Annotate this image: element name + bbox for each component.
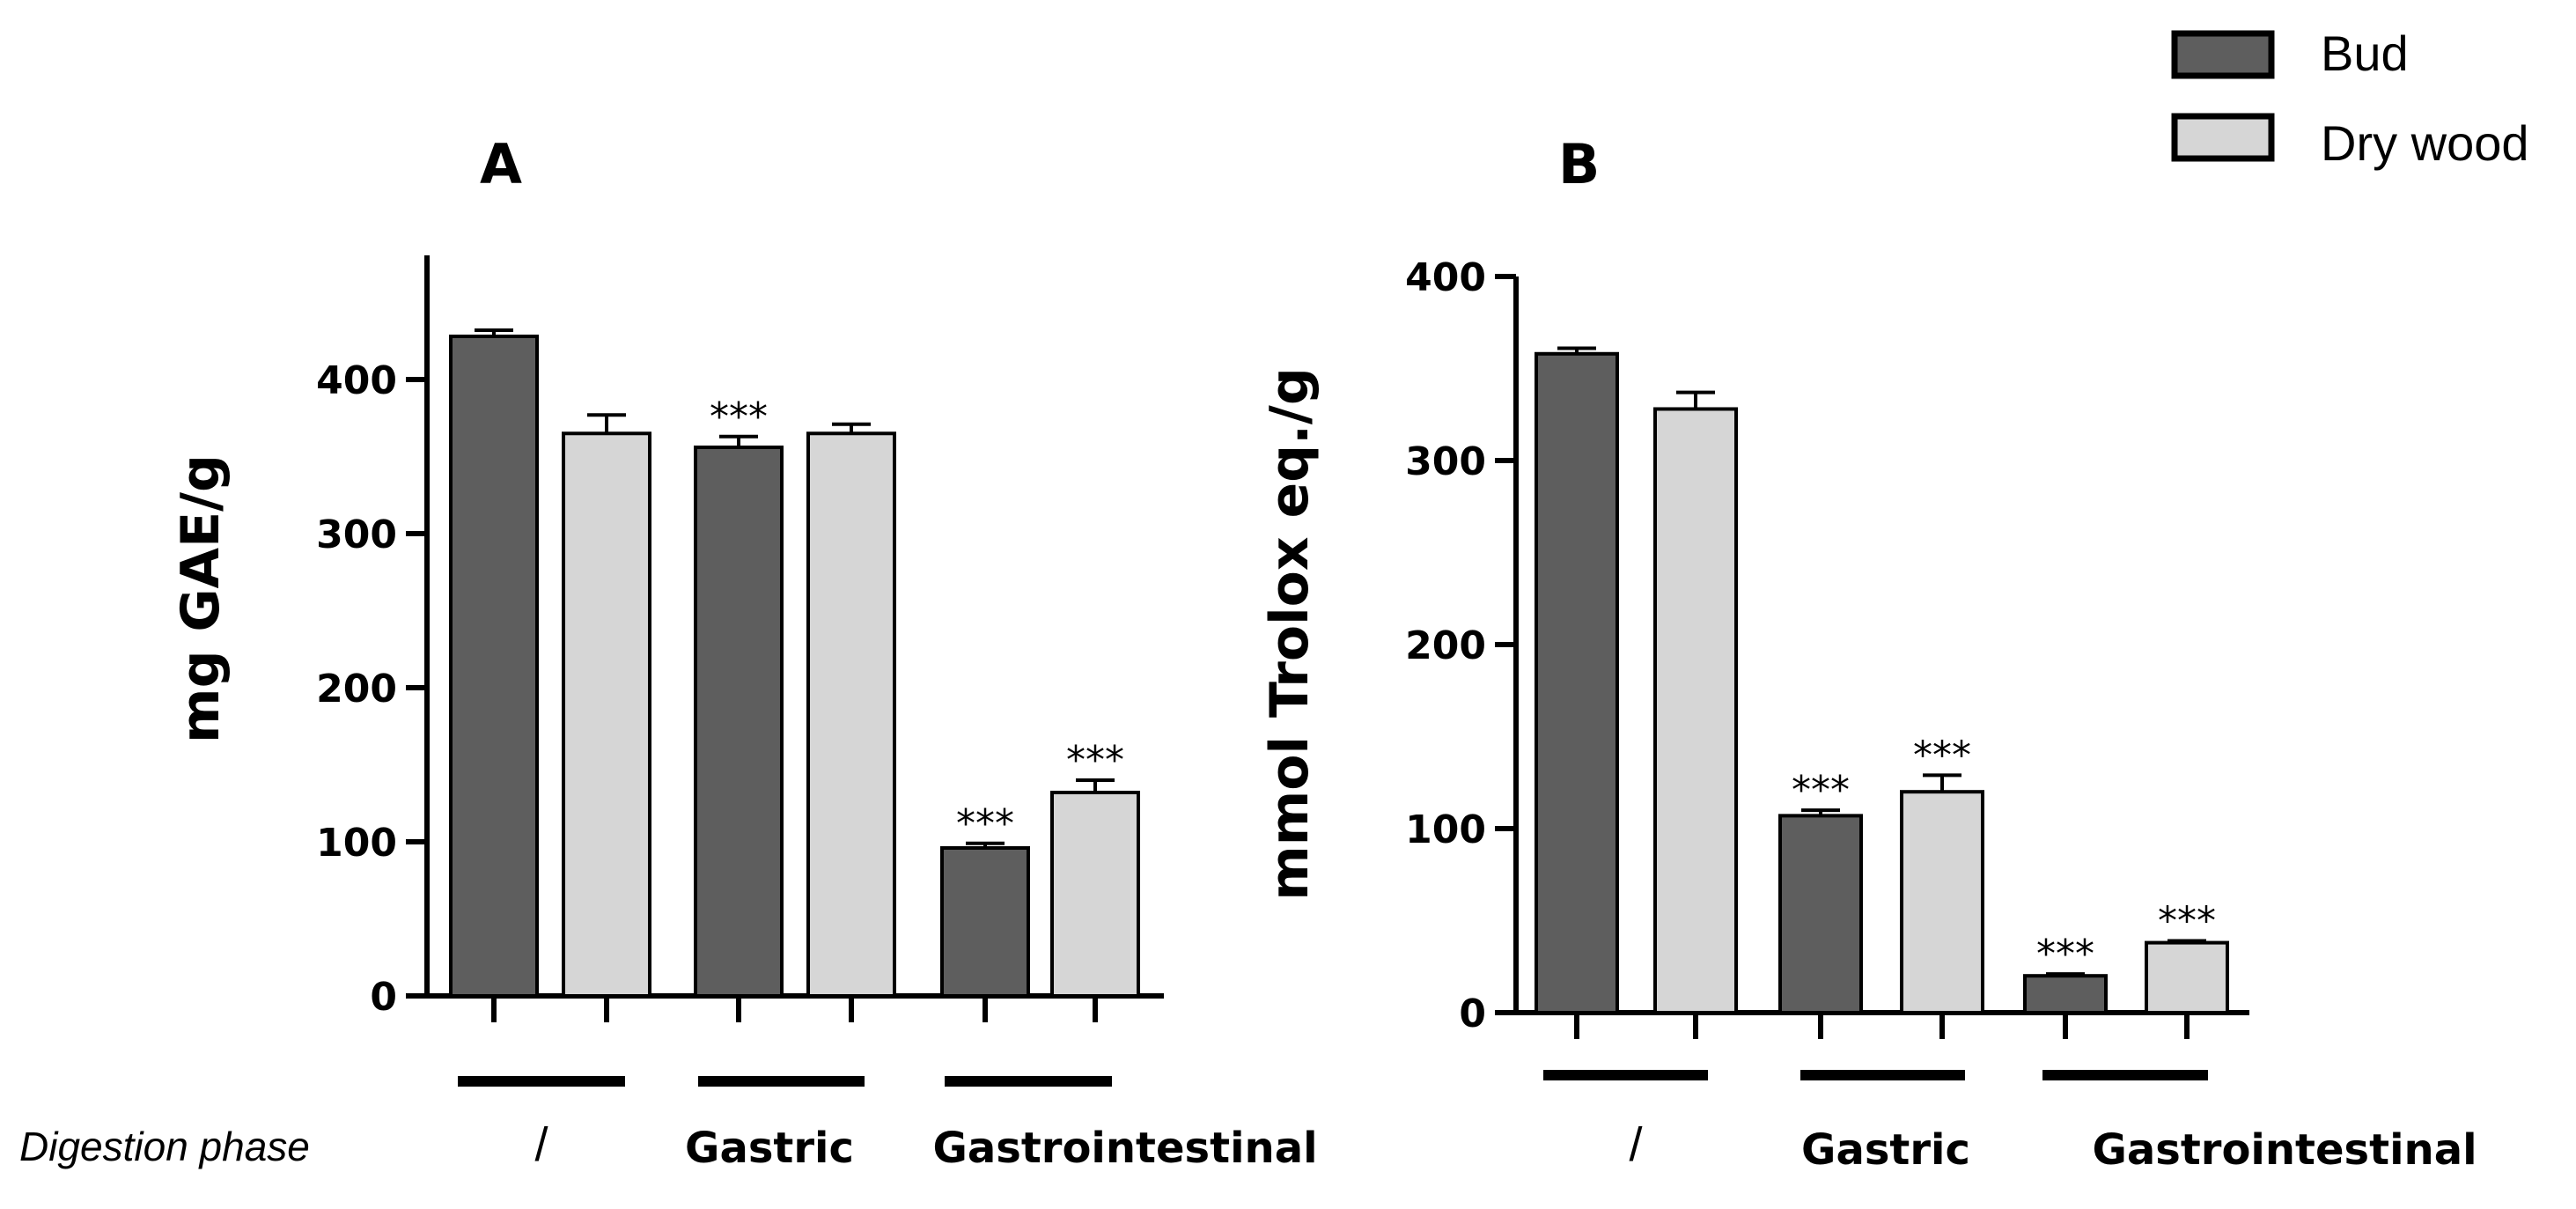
y-tick-label: 0 [370, 975, 397, 1020]
group-label-a-2: Gastrointestinal [932, 1124, 1317, 1173]
bar-dry-wood-1 [806, 431, 896, 998]
y-tick-label: 300 [1405, 439, 1486, 484]
group-label-b-2: Gastrointestinal [2092, 1125, 2477, 1175]
legend-swatch-dry-wood [2171, 113, 2275, 162]
significance-label: *** [1066, 738, 1124, 783]
y-axis-title-a: mg GAE/g [170, 454, 232, 743]
x-axis-title: Digestion phase [19, 1124, 310, 1169]
legend-label-bud: Bud [2321, 26, 2409, 81]
y-tick-label: 400 [1405, 255, 1486, 300]
group-label-a-0: / [534, 1118, 548, 1171]
group-label-b-0: / [1629, 1118, 1642, 1171]
y-tick-label: 400 [316, 358, 397, 403]
y-tick-label: 100 [1405, 807, 1486, 852]
significance-label: *** [1792, 768, 1850, 813]
y-tick-label: 100 [316, 821, 397, 866]
significance-label: *** [956, 801, 1014, 846]
y-tick-label: 200 [1405, 623, 1486, 668]
bar-bud-0 [1535, 351, 1619, 1014]
y-tick-label: 0 [1459, 992, 1486, 1036]
bar-dry-wood-0 [562, 431, 651, 998]
y-tick-label: 300 [316, 512, 397, 557]
bar-bud-1 [1778, 814, 1863, 1014]
significance-label: *** [2036, 932, 2094, 977]
significance-label: *** [2158, 898, 2216, 943]
plot-panel-a: 0 100 200 300 400 *** *** *** [316, 255, 1164, 1087]
y-tick-label: 200 [316, 667, 397, 711]
plot-panel-b: 0 100 200 300 400 *** *** *** *** [1405, 255, 2249, 1080]
significance-label: *** [710, 394, 768, 439]
bar-dry-wood-0 [1653, 407, 1738, 1015]
bar-bud-2 [2023, 974, 2108, 1014]
legend-swatch-bud [2171, 30, 2275, 79]
legend: Bud Dry wood [2171, 26, 2529, 171]
y-axis-title-b: mmol Trolox eq./g [1259, 367, 1321, 901]
bar-bud-1 [694, 446, 784, 998]
group-label-b-1: Gastric [1801, 1125, 1970, 1175]
panel-label-b: B [1558, 132, 1600, 196]
bar-bud-2 [940, 846, 1030, 998]
bar-bud-0 [449, 335, 539, 998]
bar-dry-wood-2 [1050, 791, 1140, 998]
legend-label-dry-wood: Dry wood [2321, 115, 2529, 171]
bar-dry-wood-2 [2145, 940, 2229, 1014]
bar-dry-wood-1 [1900, 790, 1984, 1015]
significance-label: *** [1913, 733, 1971, 778]
panel-label-a: A [480, 132, 522, 196]
group-label-a-1: Gastric [685, 1124, 854, 1173]
